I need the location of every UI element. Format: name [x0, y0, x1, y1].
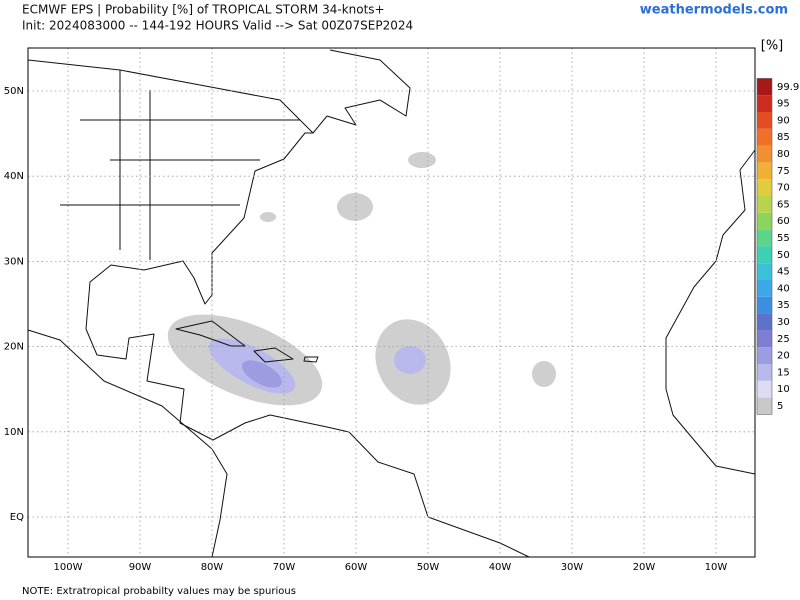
coastline	[312, 49, 411, 134]
colorbar-swatch	[757, 179, 772, 196]
colorbar-label: 5	[777, 401, 783, 412]
subtitle: Init: 2024083000 -- 144-192 HOURS Valid …	[22, 19, 413, 33]
title: ECMWF EPS | Probability [%] of TROPICAL …	[22, 3, 385, 17]
colorbar-swatch	[757, 162, 772, 180]
colorbar-swatch	[757, 364, 772, 381]
colorbar-label: 75	[777, 166, 790, 177]
lon-label: 30W	[561, 562, 584, 573]
coastline	[665, 149, 756, 475]
lon-label: 90W	[129, 562, 152, 573]
colorbar-label: 65	[777, 199, 790, 210]
colorbar-label: 20	[777, 351, 790, 362]
map-frame	[27, 47, 756, 558]
colorbar-label: 95	[777, 99, 790, 110]
prob-area	[408, 152, 436, 168]
colorbar-swatch	[757, 397, 772, 415]
colorbar-label: 50	[777, 250, 790, 261]
coastline	[27, 329, 228, 558]
prob-area	[260, 212, 276, 222]
lon-label: 40W	[489, 562, 512, 573]
lat-label: 10N	[4, 427, 24, 438]
coastline	[27, 59, 530, 558]
colorbar-label: 90	[777, 115, 790, 126]
colorbar-swatch	[757, 296, 772, 314]
colorbar-swatch	[757, 380, 772, 398]
island	[303, 356, 319, 363]
island	[175, 320, 246, 347]
prob-area	[242, 360, 282, 388]
colorbar-label: 40	[777, 283, 790, 294]
colorbar-label: 80	[777, 149, 790, 160]
colorbar-unit: [%]	[761, 39, 784, 54]
lon-label: 20W	[633, 562, 656, 573]
colorbar-label: 70	[777, 183, 790, 194]
colorbar-swatch	[757, 246, 772, 264]
colorbar-label: 55	[777, 233, 790, 244]
colorbar-swatch	[757, 347, 772, 364]
colorbar-swatch	[757, 112, 772, 129]
colorbar-swatch	[757, 95, 772, 112]
coastlines	[27, 49, 756, 558]
prob-area	[337, 193, 373, 221]
borders	[60, 70, 300, 260]
map-background	[28, 48, 755, 557]
colorbar-swatch	[757, 128, 772, 146]
lon-label: 50W	[417, 562, 440, 573]
colorbar-label: 30	[777, 317, 790, 328]
colorbar-swatch	[757, 196, 772, 213]
colorbar-swatch	[757, 212, 772, 230]
colorbar-label: 15	[777, 367, 790, 378]
lon-label: 60W	[345, 562, 368, 573]
lat-label: 30N	[4, 256, 24, 267]
lon-label: 10W	[705, 562, 728, 573]
colorbar-swatch	[757, 330, 772, 348]
lat-label: 40N	[4, 171, 24, 182]
lon-label: 80W	[201, 562, 224, 573]
colorbar-swatch	[757, 78, 772, 96]
lat-label: 50N	[4, 86, 24, 97]
colorbar-swatch	[757, 145, 772, 163]
lat-label: 20N	[4, 342, 24, 353]
footer-note: NOTE: Extratropical probabilty values ma…	[22, 586, 296, 597]
map	[27, 47, 756, 558]
colorbar-label: 25	[777, 334, 790, 345]
prob-area	[532, 361, 556, 387]
lon-label: 100W	[54, 562, 83, 573]
prob-area	[394, 346, 426, 374]
colorbar-swatch	[757, 229, 772, 247]
colorbar-label: 35	[777, 300, 790, 311]
colorbar-label: 99.9	[777, 82, 799, 93]
brand: weathermodels.com	[640, 3, 788, 18]
colorbar-label: 10	[777, 384, 790, 395]
colorbar-swatch	[757, 263, 772, 280]
colorbar-swatch	[757, 313, 772, 331]
colorbar-label: 85	[777, 132, 790, 143]
lat-label: EQ	[10, 512, 24, 523]
island	[253, 347, 294, 363]
colorbar-label: 60	[777, 216, 790, 227]
colorbar-frame	[756, 78, 773, 415]
lon-label: 70W	[273, 562, 296, 573]
colorbar-label: 45	[777, 267, 790, 278]
colorbar-swatch	[757, 280, 772, 297]
